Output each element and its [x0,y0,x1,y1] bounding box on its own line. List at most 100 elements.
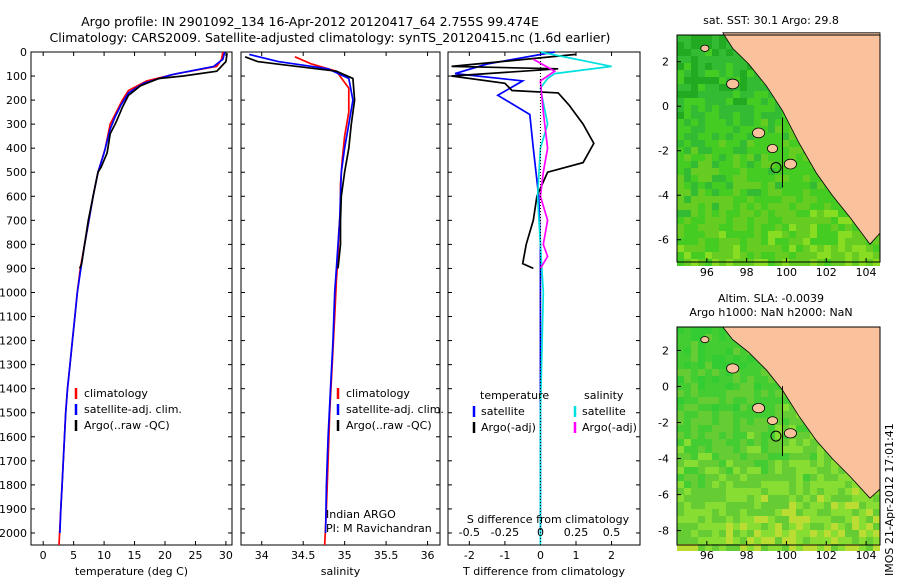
map-cell [712,133,719,140]
map-cell [684,376,691,383]
map-cell [754,481,761,488]
map-cell [754,91,761,98]
map-cell [789,196,796,203]
map-cell [733,509,740,516]
map-cell [845,544,852,551]
map-cell [852,544,859,551]
map-cell [684,196,691,203]
map-cell [719,523,726,530]
map-cell [754,425,761,432]
map-cell [684,189,691,196]
map-cell [838,537,845,544]
map-cell [747,488,754,495]
map-cell [740,140,747,147]
annotation-line1: Indian ARGO [326,508,396,521]
map-cell [824,224,831,231]
map-cell [775,481,782,488]
map-cell [719,341,726,348]
map-cell [747,509,754,516]
map-cell [712,147,719,154]
map-cell [775,495,782,502]
map-cell [712,154,719,161]
map-cell [747,516,754,523]
map-cell [691,203,698,210]
map-cell [747,397,754,404]
map-cell [726,432,733,439]
map-cell [740,502,747,509]
header-line2: Climatology: CARS2009. Satellite-adjuste… [50,30,611,45]
map-cell [838,516,845,523]
map-cell [754,112,761,119]
map-cell [712,411,719,418]
map-cell [761,231,768,238]
map-cell [691,70,698,77]
map-cell [824,210,831,217]
map-cell [705,189,712,196]
map-cell [747,544,754,551]
map-cell [796,425,803,432]
map-cell [740,348,747,355]
map-cell [796,481,803,488]
map-cell [740,488,747,495]
map-cell [747,133,754,140]
map-cell [810,245,817,252]
map-cell [859,544,866,551]
map-cell [684,495,691,502]
map-cell [859,516,866,523]
map-cell [831,516,838,523]
sla-map: 96 98 100 102 104 2 0 -2 -4 -6 -8 [658,326,881,562]
map-cell [684,369,691,376]
map-cell [859,245,866,252]
map-cell [761,502,768,509]
map-cell [677,341,684,348]
map-cell [698,439,705,446]
map-cell [726,224,733,231]
map-cell [705,439,712,446]
map-x-tick-label: 96 [700,549,714,562]
map-cell [726,544,733,551]
map-cell [775,245,782,252]
map-cell [810,439,817,446]
map-cell [719,460,726,467]
map-cell [684,49,691,56]
y-tick-label: 1900 [0,503,27,516]
map-cell [747,425,754,432]
map-cell [740,397,747,404]
map-cell [698,488,705,495]
map-cell [691,474,698,481]
map-y-tick-label: -6 [658,234,669,247]
map-cell [698,376,705,383]
map-cell [754,98,761,105]
map-cell [698,147,705,154]
map-cell [740,467,747,474]
map-cell [684,126,691,133]
y-tick-label: 1600 [0,431,27,444]
map-cell [684,84,691,91]
series-line-satellite [454,51,555,533]
profile-marker [770,162,782,174]
map-cell [684,488,691,495]
map-cell [810,488,817,495]
map-cell [691,126,698,133]
map-cell [677,203,684,210]
map-cell [831,196,838,203]
map-cell [677,217,684,224]
map-cell [803,488,810,495]
map-cell [831,488,838,495]
map-cell [838,523,845,530]
map-cell [719,98,726,105]
map-cell [740,133,747,140]
legend-title-temperature: temperature [480,389,549,402]
map-cell [726,376,733,383]
map-y-tick-label: 0 [662,100,669,113]
map-cell [768,425,775,432]
map-cell [754,474,761,481]
legend-label: Argo(..raw -QC) [346,419,432,432]
map-cell [768,126,775,133]
map-cell [719,252,726,259]
map-cell [817,488,824,495]
map-cell [754,154,761,161]
map-cell [712,376,719,383]
map-cell [740,411,747,418]
map-cell [684,523,691,530]
